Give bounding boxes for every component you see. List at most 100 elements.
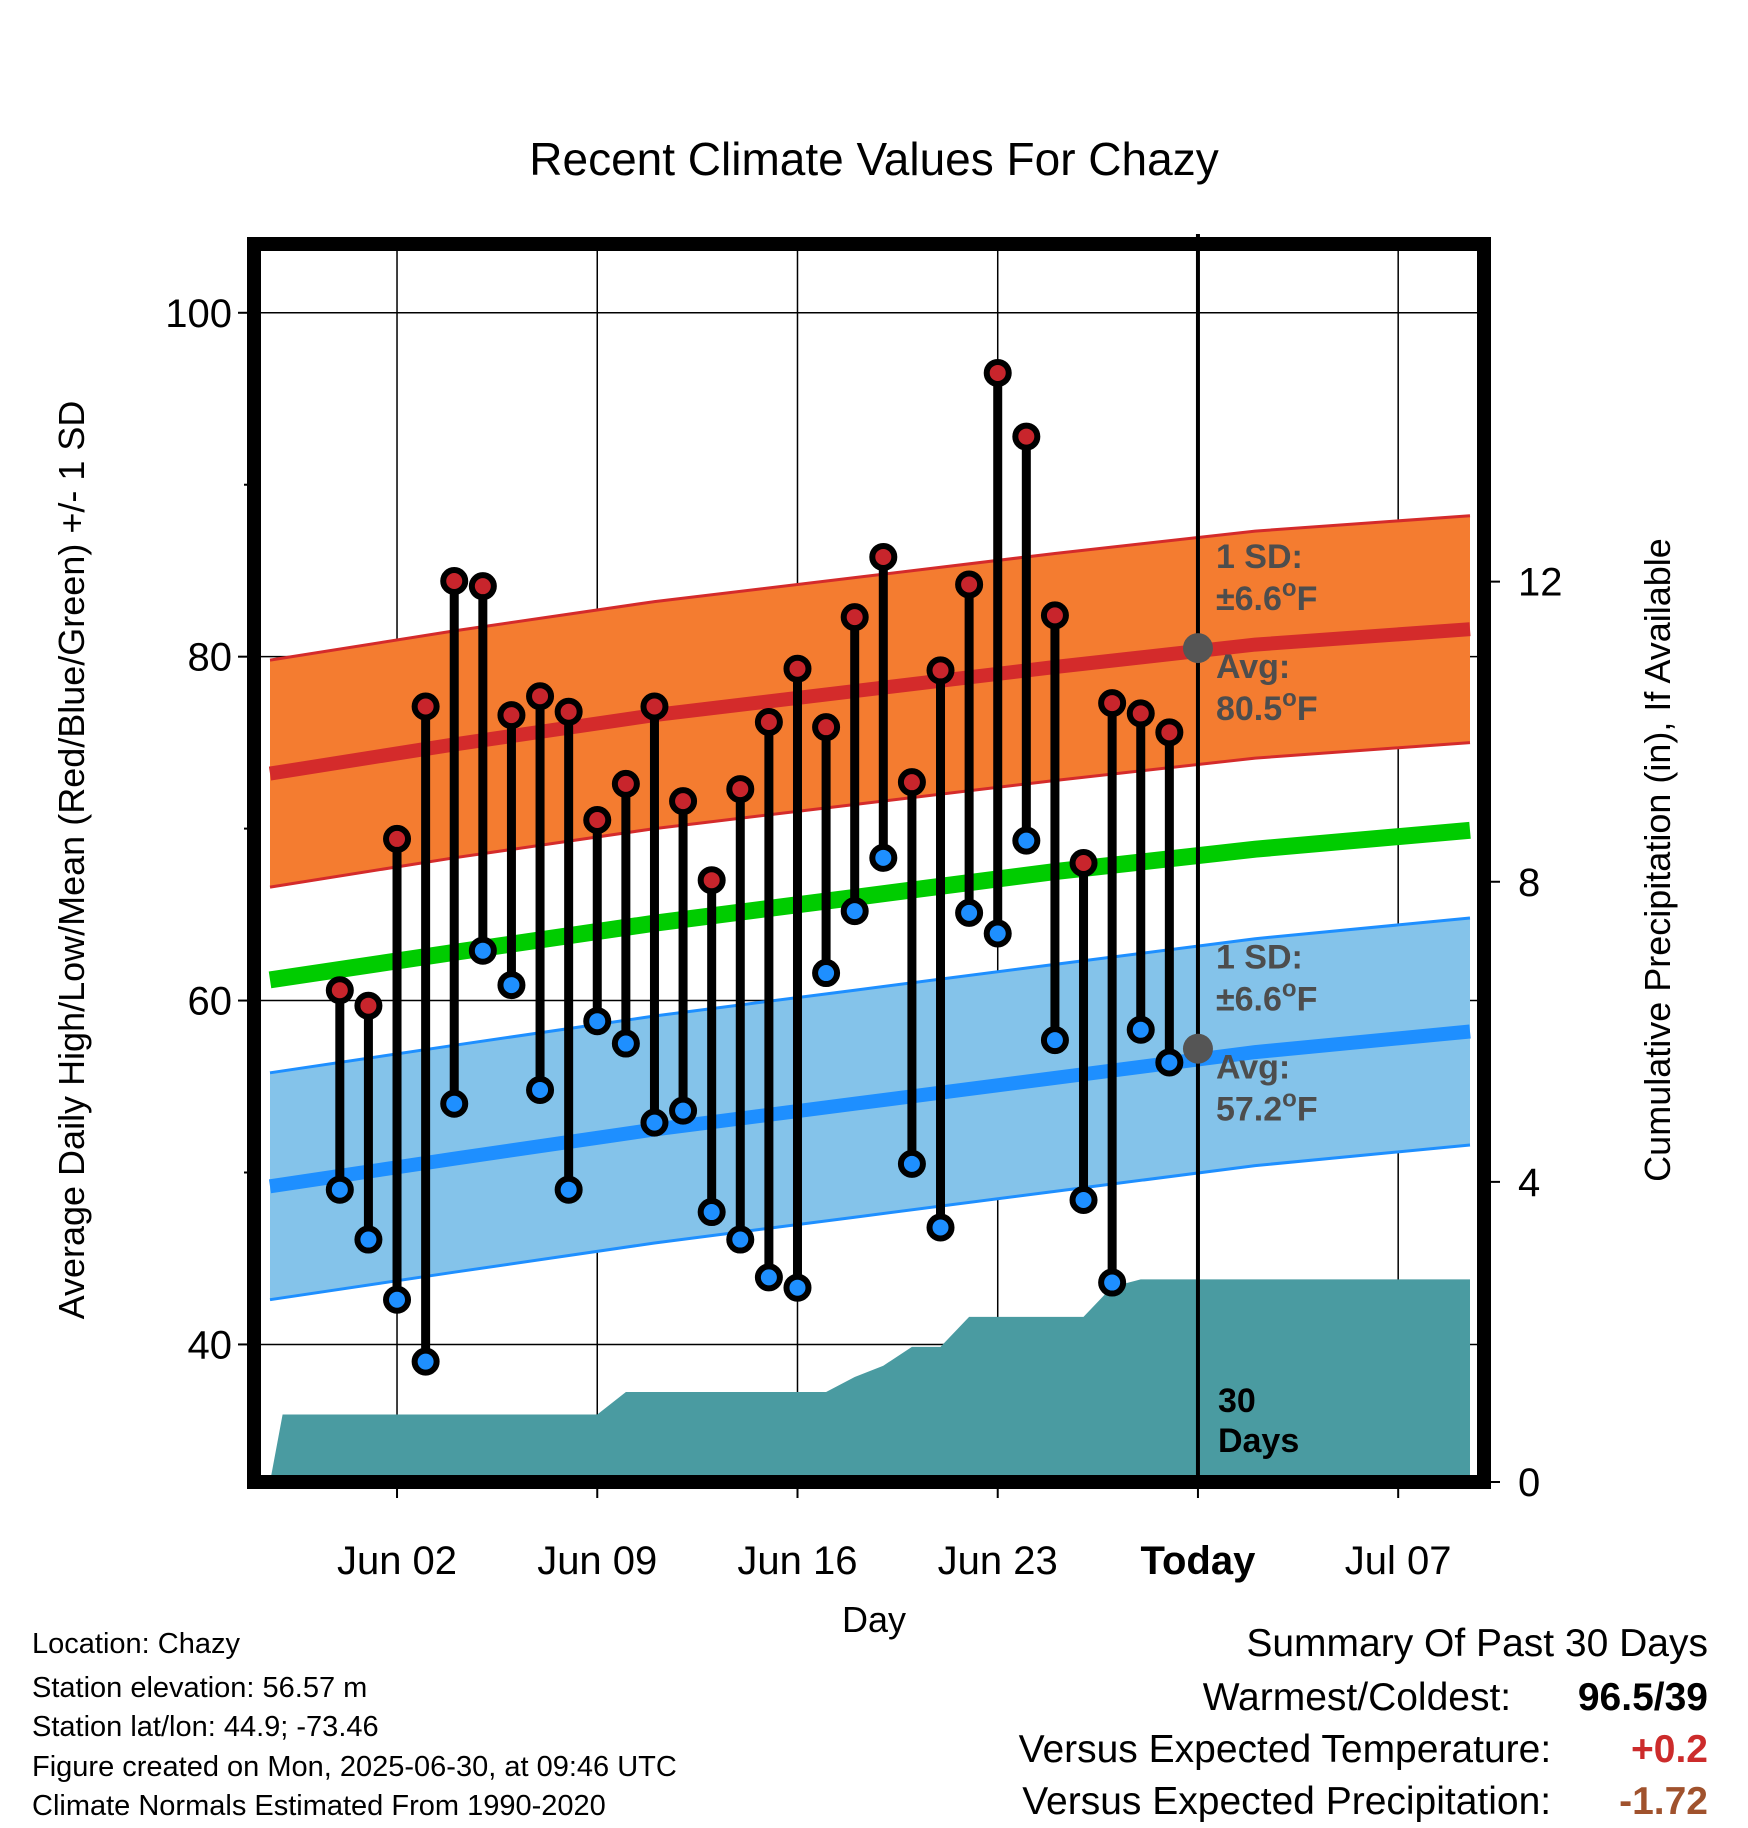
daily-low-marker [869, 843, 898, 872]
days-word-label: Days [1218, 1422, 1299, 1460]
low-avg-unit: F [1297, 1091, 1318, 1129]
daily-high-marker [583, 806, 612, 835]
daily-low-marker [783, 1273, 812, 1302]
high-avg-value: 80.5oF [1216, 685, 1318, 728]
info-location: Location: Chazy [32, 1628, 240, 1660]
daily-high-marker [325, 976, 354, 1005]
low-avg-degree: o [1282, 1086, 1297, 1113]
temperature-value: +0.2 [1631, 1728, 1708, 1771]
y2-tick-label: 12 [1518, 561, 1563, 605]
daily-high-marker [669, 787, 698, 816]
daily-high-marker [468, 572, 497, 601]
plot-frame [247, 237, 1491, 1489]
warmest-coldest-value: 96.5/39 [1522, 1676, 1708, 1720]
daily-range-bars [335, 372, 1174, 1362]
daily-high-marker [926, 656, 955, 685]
summary-precipitation: Versus Expected Precipitation: -1.72 [1022, 1780, 1708, 1824]
low-sd-number: ±6.6 [1216, 981, 1282, 1019]
coldest-value: 39 [1664, 1676, 1708, 1719]
daily-low-marker [1069, 1186, 1098, 1215]
daily-low-marker [812, 959, 841, 988]
low-avg-title: Avg: [1216, 1049, 1290, 1087]
daily-high-marker [1126, 699, 1155, 728]
x-tick-label: Jun 16 [737, 1539, 857, 1583]
daily-high-marker [1012, 422, 1041, 451]
chart-title: Recent Climate Values For Chazy [529, 133, 1218, 185]
y2-axis-title: Cumulative Precipitation (in), If Availa… [1637, 538, 1678, 1182]
warmest-value: 96.5 [1577, 1676, 1654, 1719]
daily-low-marker [1126, 1015, 1155, 1044]
daily-low-marker [354, 1225, 383, 1254]
precipitation-area [270, 1279, 1470, 1482]
daily-low-marker [983, 919, 1012, 948]
y2-tick-label: 4 [1518, 1161, 1540, 1205]
daily-high-marker [383, 824, 412, 853]
y-tick-label: 40 [188, 1323, 233, 1367]
x-tick-label: Jul 07 [1345, 1539, 1452, 1583]
low-sd-value: ±6.6oF [1216, 976, 1317, 1019]
daily-low-marker [955, 898, 984, 927]
precipitation-value: -1.72 [1619, 1780, 1708, 1823]
y-tick-label: 100 [165, 292, 232, 336]
temperature-label: Versus Expected Temperature: [1018, 1728, 1552, 1771]
daily-low-marker [754, 1263, 783, 1292]
daily-low-marker [497, 971, 526, 1000]
daily-low-marker [468, 936, 497, 965]
low-lower-sd-line [269, 1143, 1471, 1302]
precipitation-label: Versus Expected Precipitation: [1022, 1780, 1552, 1823]
daily-high-marker [983, 358, 1012, 387]
summary-heading: Summary Of Past 30 Days [1246, 1622, 1708, 1666]
daily-high-marker [1155, 718, 1184, 747]
daily-high-marker [897, 768, 926, 797]
daily-high-marker [411, 692, 440, 721]
daily-high-marker [754, 708, 783, 737]
daily-low-marker [325, 1175, 354, 1204]
daily-high-marker [1040, 601, 1069, 630]
y-axis-title: Average Daily High/Low/Mean (Red/Blue/Gr… [51, 401, 92, 1320]
daily-low-marker [840, 897, 869, 926]
daily-low-marker [1012, 826, 1041, 855]
daily-low-marker [697, 1198, 726, 1227]
info-created: Figure created on Mon, 2025-06-30, at 09… [32, 1751, 677, 1783]
daily-high-marker [440, 567, 469, 596]
daily-high-marker [526, 682, 555, 711]
info-latlon: Station lat/lon: 44.9; -73.46 [32, 1711, 379, 1743]
high-sd-degree: o [1282, 575, 1297, 602]
daily-low-marker [1155, 1048, 1184, 1077]
high-avg-title: Avg: [1216, 648, 1290, 686]
daily-high-marker [955, 570, 984, 599]
daily-high-marker [1098, 689, 1127, 718]
daily-low-marker [554, 1175, 583, 1204]
y-tick-label: 60 [188, 980, 233, 1024]
summary-heading-text: Summary Of Past 30 Days [1246, 1622, 1708, 1665]
daily-high-marker [640, 692, 669, 721]
daily-high-marker [354, 991, 383, 1020]
daily-high-marker [554, 697, 583, 726]
low-average-line [268, 1024, 1471, 1194]
daily-low-marker [669, 1096, 698, 1125]
daily-low-marker [726, 1225, 755, 1254]
daily-high-marker [812, 713, 841, 742]
warmest-coldest-separator: / [1653, 1676, 1665, 1719]
x-tick-label: Jun 09 [537, 1539, 657, 1583]
days-count-label: 30 [1218, 1382, 1256, 1420]
plot-border [247, 237, 1491, 1489]
high-sd-number: ±6.6 [1216, 580, 1282, 618]
daily-high-marker [783, 654, 812, 683]
high-avg-degree: o [1282, 685, 1297, 712]
high-sd-title: 1 SD: [1216, 538, 1303, 576]
high-sd-unit: F [1297, 580, 1318, 618]
y-tick-label: 80 [188, 636, 233, 680]
daily-low-marker [583, 1007, 612, 1036]
x-tick-label: Jun 02 [337, 1539, 457, 1583]
x-tick-label: Jun 23 [938, 1539, 1058, 1583]
daily-low-marker [640, 1108, 669, 1137]
daily-low-marker [897, 1149, 926, 1178]
daily-low-marker [411, 1347, 440, 1376]
daily-high-marker [840, 603, 869, 632]
high-today-average-marker [1182, 633, 1213, 664]
summary-warmest-coldest: Warmest/Coldest: 96.5/39 [1203, 1676, 1708, 1720]
daily-high-marker [611, 769, 640, 798]
daily-markers [325, 358, 1184, 1376]
